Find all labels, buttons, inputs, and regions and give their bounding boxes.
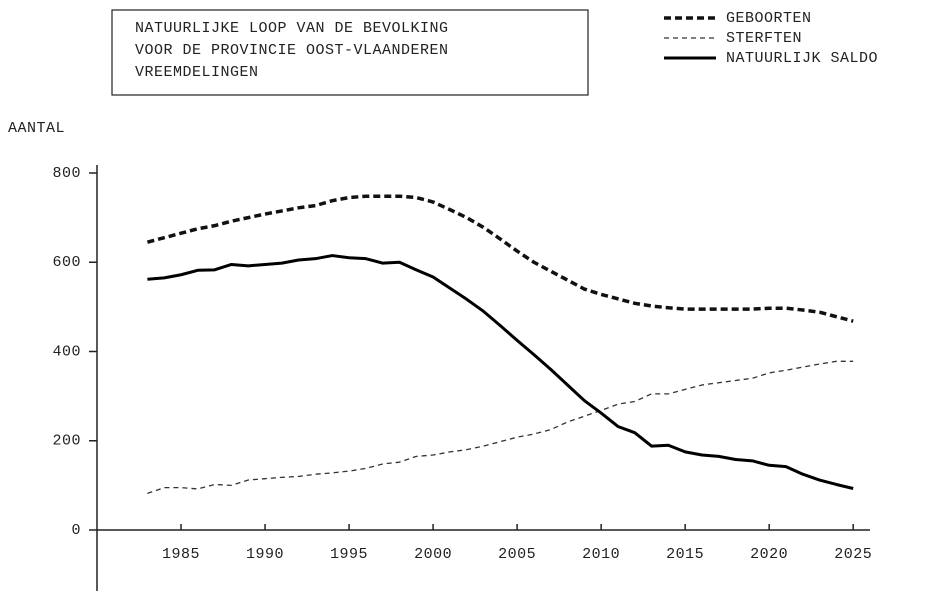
chart-title: VREEMDELINGEN [135, 64, 259, 81]
x-tick-label: 2015 [666, 546, 704, 563]
y-axis-label: AANTAL [8, 120, 65, 137]
series-line [146, 194, 854, 323]
title-box [111, 9, 589, 96]
legend-label: STERFTEN [726, 30, 802, 47]
x-tick-label: 2005 [498, 546, 536, 563]
chart-title: NATUURLIJKE LOOP VAN DE BEVOLKING [135, 20, 449, 37]
x-tick-label: 2000 [414, 546, 452, 563]
legend-label: NATUURLIJK SALDO [726, 50, 878, 67]
x-tick-label: 2025 [834, 546, 872, 563]
y-tick-label: 200 [52, 433, 81, 450]
y-tick-label: 400 [52, 343, 81, 360]
series-line [147, 360, 854, 495]
y-tick-label: 0 [71, 522, 81, 539]
x-tick-label: 2020 [750, 546, 788, 563]
y-tick-label: 600 [52, 254, 81, 271]
series-line [147, 254, 854, 490]
legend-label: GEBOORTEN [726, 10, 812, 27]
x-tick-label: 1990 [246, 546, 284, 563]
x-tick-label: 1985 [162, 546, 200, 563]
chart-title: VOOR DE PROVINCIE OOST-VLAANDEREN [135, 42, 449, 59]
x-tick-label: 1995 [330, 546, 368, 563]
y-tick-label: 800 [52, 165, 81, 182]
x-tick-label: 2010 [582, 546, 620, 563]
